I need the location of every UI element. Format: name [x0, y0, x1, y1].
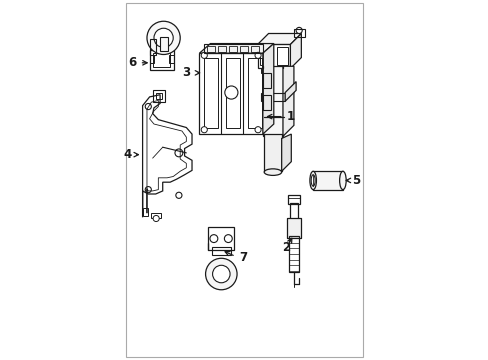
Bar [229, 46, 237, 52]
Bar [225, 58, 239, 129]
Circle shape [224, 235, 232, 243]
Bar [149, 50, 173, 70]
Circle shape [209, 235, 217, 243]
Bar [160, 37, 167, 51]
Bar [264, 134, 281, 171]
Circle shape [254, 127, 261, 133]
Bar [208, 227, 234, 250]
Bar [203, 44, 263, 53]
Bar [263, 95, 270, 110]
Circle shape [175, 149, 183, 157]
Bar [289, 203, 297, 219]
Circle shape [145, 186, 151, 193]
Circle shape [176, 192, 182, 198]
Bar [247, 58, 261, 129]
Bar [287, 195, 299, 204]
Bar [149, 55, 154, 63]
Bar [293, 29, 304, 37]
Bar [259, 47, 272, 66]
Circle shape [205, 258, 237, 290]
Bar [152, 90, 164, 102]
Text: 2: 2 [282, 241, 290, 254]
Circle shape [147, 21, 180, 54]
Polygon shape [290, 33, 301, 68]
Polygon shape [263, 44, 273, 134]
Text: 7: 7 [238, 251, 246, 264]
Text: 3: 3 [182, 66, 189, 79]
Text: 6: 6 [128, 56, 136, 69]
Circle shape [224, 86, 238, 99]
Bar [199, 53, 263, 134]
Polygon shape [281, 134, 291, 171]
Bar [312, 171, 342, 190]
Bar [240, 46, 247, 52]
Polygon shape [199, 44, 273, 53]
Polygon shape [285, 82, 296, 101]
Bar [277, 47, 287, 66]
Circle shape [154, 28, 173, 48]
Bar [218, 46, 225, 52]
Bar [143, 208, 148, 216]
Bar [263, 73, 270, 88]
Ellipse shape [309, 171, 316, 190]
Bar [288, 236, 298, 272]
Bar [152, 53, 170, 67]
Circle shape [212, 265, 229, 283]
Text: 4: 4 [123, 148, 132, 161]
Circle shape [201, 52, 207, 58]
Bar [151, 213, 161, 219]
Circle shape [254, 52, 261, 58]
Circle shape [201, 127, 207, 133]
Bar [261, 93, 285, 101]
Polygon shape [257, 33, 301, 44]
Ellipse shape [310, 175, 314, 186]
Bar [203, 58, 217, 129]
Text: 1: 1 [286, 110, 294, 123]
Bar [250, 46, 259, 52]
Bar [263, 66, 283, 136]
Bar [211, 247, 230, 255]
Polygon shape [286, 219, 300, 238]
Circle shape [145, 103, 151, 109]
Text: 5: 5 [352, 174, 360, 187]
Ellipse shape [339, 171, 346, 190]
Bar [149, 39, 155, 55]
Polygon shape [283, 66, 293, 136]
Ellipse shape [264, 169, 281, 175]
Circle shape [153, 215, 159, 221]
Bar [271, 68, 279, 73]
Circle shape [296, 27, 302, 33]
Bar [207, 46, 215, 52]
Bar [155, 93, 162, 99]
Bar [257, 44, 290, 68]
Bar [169, 55, 173, 63]
Bar [260, 68, 268, 73]
